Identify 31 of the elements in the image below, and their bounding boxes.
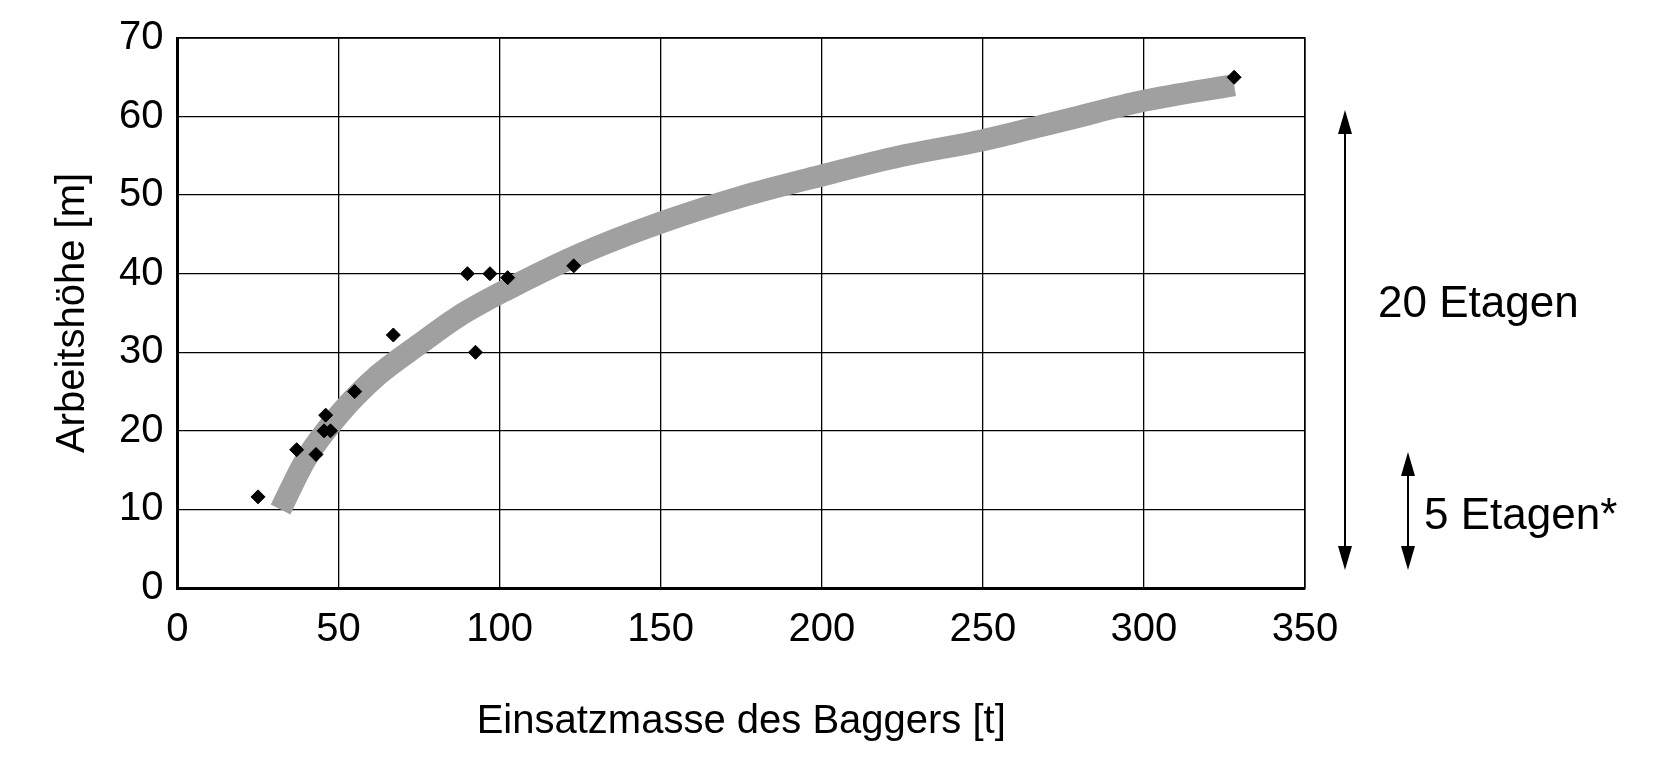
x-tick-label: 200 [788, 605, 856, 650]
text: 20 Etagen [1378, 277, 1579, 326]
point [459, 266, 475, 282]
x-tick-label: 100 [466, 605, 534, 650]
y-tick-label: 60 [118, 91, 164, 136]
x-tick-label: 350 [1271, 605, 1339, 650]
point [318, 407, 334, 423]
text: 5 Etagen* [1424, 489, 1618, 538]
point [250, 489, 266, 505]
x-axis-title: Einsatzmasse des Baggers [t] [476, 697, 1006, 742]
y-tick-label: 10 [118, 484, 164, 529]
point [385, 327, 401, 343]
x-tick-label: 250 [949, 605, 1017, 650]
y-tick-label: 70 [118, 13, 164, 58]
y-tick-label: 50 [118, 170, 164, 215]
y-tick-label: 0 [141, 563, 164, 608]
x-tick-label: 300 [1110, 605, 1178, 650]
y-tick-label: 30 [118, 327, 164, 372]
point [566, 258, 582, 274]
x-tick-label: 150 [627, 605, 695, 650]
y-tick-label: 20 [118, 405, 164, 450]
point [308, 446, 324, 462]
point [289, 442, 305, 458]
point [482, 266, 498, 282]
y-tick-label: 40 [118, 248, 164, 293]
point [500, 270, 516, 286]
y-axis-title: Arbeitshöhe [m] [48, 172, 93, 454]
point [1226, 69, 1242, 85]
point [467, 344, 483, 360]
point [347, 384, 363, 400]
x-tick-label: 50 [316, 605, 361, 650]
